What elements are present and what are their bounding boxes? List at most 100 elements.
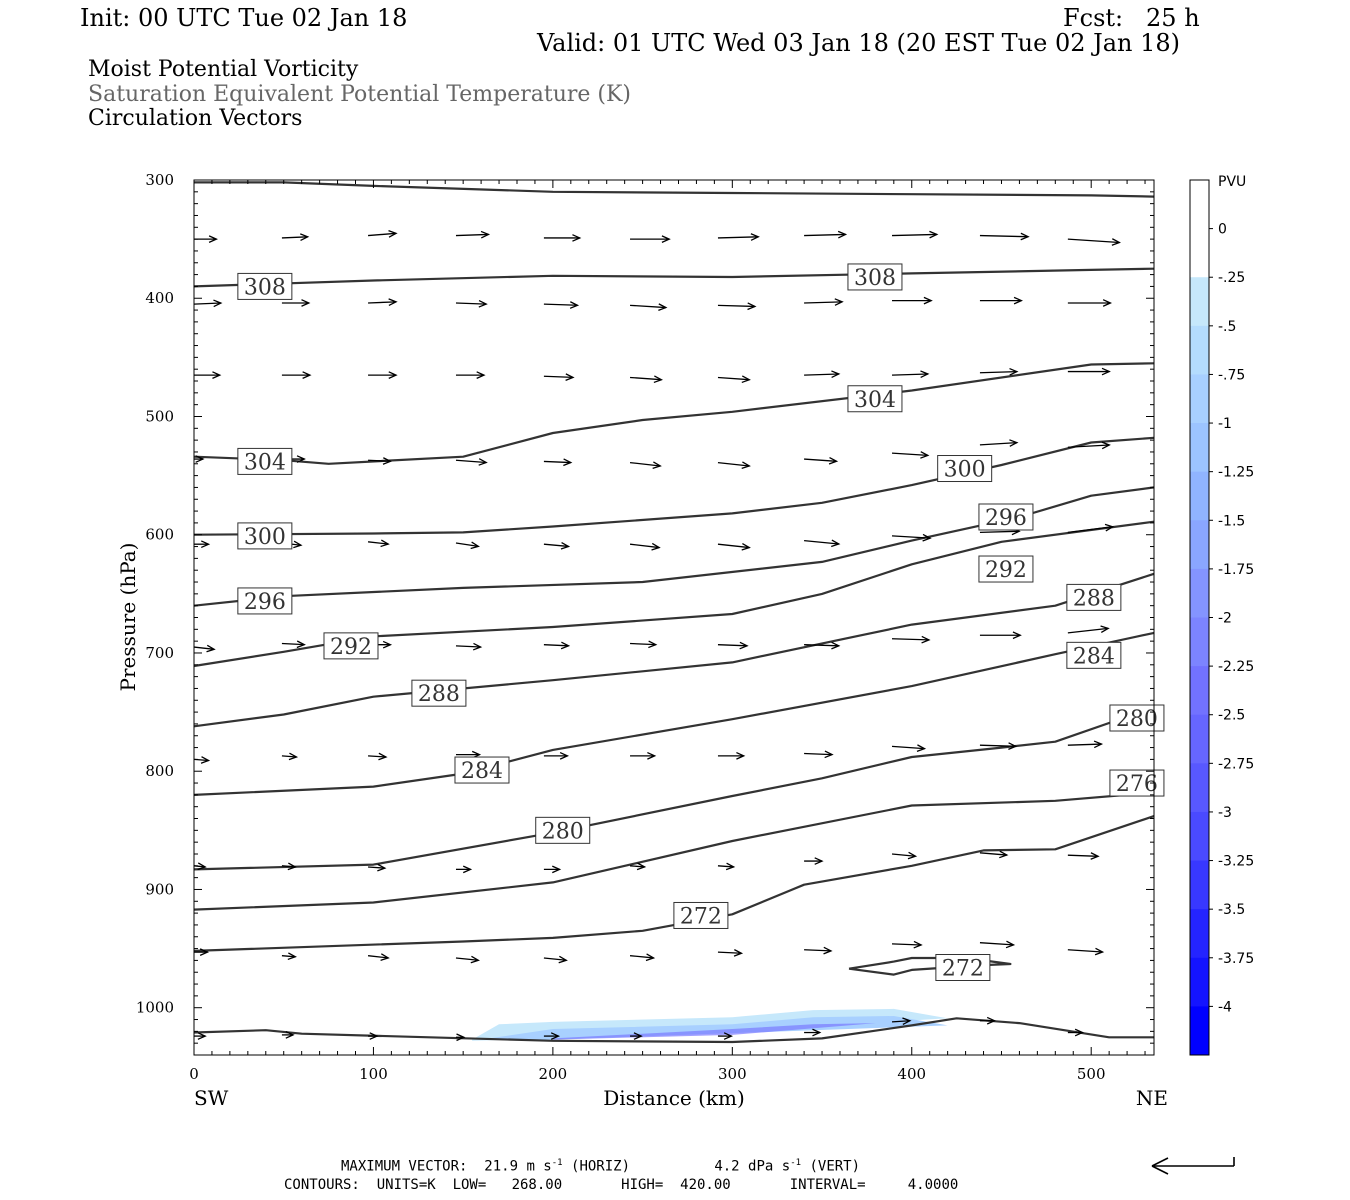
colorbar-label: -3.75	[1218, 951, 1254, 967]
vector-arrow	[1067, 625, 1110, 634]
vector-arrow	[281, 371, 312, 379]
vector-head	[380, 953, 390, 961]
vector-arrow	[455, 371, 486, 379]
vector-head	[1013, 296, 1023, 305]
vector-head	[1100, 625, 1110, 634]
vector-arrow	[1067, 367, 1111, 376]
colorbar-swatch	[1190, 811, 1209, 862]
vector-arrow	[979, 367, 1019, 376]
colorbar-swatch	[1190, 325, 1209, 375]
vector-head	[563, 458, 573, 467]
vector-head	[741, 461, 751, 470]
vector-arrow	[1067, 740, 1104, 749]
vector-shaft	[455, 233, 489, 237]
vector-arrow	[455, 299, 488, 308]
vector-arrow	[193, 644, 216, 653]
reference-vector-icon	[1151, 1157, 1235, 1175]
vector-head	[369, 1032, 379, 1040]
vector-shaft	[1067, 444, 1110, 448]
contour-label: 292	[323, 632, 379, 660]
vector-arrow	[629, 461, 662, 470]
vector-arrow	[717, 375, 751, 384]
colorbar-label: -1.25	[1218, 465, 1254, 481]
contour-line-296	[193, 486, 1155, 607]
vector-arrow	[979, 940, 1016, 949]
vector-shaft	[1067, 526, 1113, 534]
contour-label-box	[847, 385, 903, 413]
contour-label-text: 304	[854, 388, 896, 413]
vector-arrow	[367, 539, 390, 548]
contour-label-text: 292	[330, 635, 372, 660]
vector-shaft	[717, 644, 748, 647]
vector-shaft	[891, 943, 922, 946]
x-axis-right-end: NE	[1136, 1086, 1168, 1110]
vector-shaft	[543, 957, 567, 961]
max-vector-label: MAXIMUM VECTOR:	[341, 1158, 468, 1175]
vector-shaft	[891, 1020, 910, 1023]
vector-head	[569, 301, 580, 309]
vector-shaft	[543, 644, 569, 647]
vector-shaft	[629, 955, 654, 959]
vector-head	[1104, 523, 1115, 532]
init-time: Init: 00 UTC Tue 02 Jan 18	[80, 4, 408, 32]
vector-shaft	[367, 955, 389, 959]
vector-head	[462, 865, 473, 874]
vector-arrow	[455, 642, 483, 651]
vector-head	[380, 539, 390, 548]
y-tick-label: 700	[145, 644, 174, 662]
vector-arrow	[717, 1032, 733, 1040]
vector-shaft	[1067, 627, 1109, 634]
vector-head	[1074, 1028, 1085, 1037]
y-tick-label: 400	[145, 289, 174, 307]
contour-label-text: 304	[244, 450, 286, 475]
vector-arrow	[543, 234, 582, 242]
vector-head	[472, 642, 483, 651]
vector-shaft	[804, 752, 833, 756]
vector-arrow	[717, 641, 749, 650]
vector-arrow	[629, 303, 668, 311]
contour-label-box	[1109, 704, 1165, 732]
vector-head	[814, 857, 824, 865]
vector-arrow	[979, 439, 1019, 447]
colorbar-swatch	[1190, 860, 1209, 910]
vector-head	[558, 955, 568, 964]
vector-shaft	[717, 304, 755, 308]
vector-head	[920, 451, 930, 459]
colorbar-label: -1.75	[1218, 562, 1254, 578]
vector-head	[902, 1017, 912, 1026]
vector-arrow	[979, 296, 1023, 305]
vector-head	[812, 1028, 822, 1037]
contour-label: 288	[411, 679, 467, 707]
vector-shaft	[804, 373, 839, 376]
vector-arrow	[368, 457, 393, 465]
vector-arrow	[891, 851, 918, 860]
colorbar-label: -2.25	[1218, 659, 1254, 675]
vector-arrow	[629, 542, 661, 551]
vector-arrow	[281, 299, 311, 307]
vector-head	[550, 1032, 561, 1040]
vector-head	[923, 296, 933, 305]
colorbar-swatch	[1190, 909, 1209, 959]
contour-line-304	[193, 362, 1155, 465]
contour-label: 276	[1109, 769, 1165, 797]
vector-shaft	[804, 539, 839, 545]
contour-label-text: 296	[244, 590, 286, 615]
colorbar-label: -.75	[1218, 367, 1245, 383]
vector-arrow	[892, 296, 933, 305]
vector-head	[476, 371, 486, 379]
vector-arrow	[717, 862, 736, 871]
contour-label-box	[535, 816, 591, 844]
colorbar-swatch	[1190, 228, 1209, 278]
vector-arrow	[804, 298, 844, 306]
vector-head	[296, 640, 306, 649]
vector-arrow	[281, 640, 306, 649]
contour-line-288	[193, 572, 1155, 728]
colorbar-label: -3.25	[1218, 854, 1254, 870]
contour-label-box	[1066, 641, 1122, 669]
vector-arrow	[367, 953, 390, 961]
vector-head	[824, 750, 834, 759]
vector-shaft	[717, 951, 742, 954]
contour-label-box	[237, 587, 293, 615]
vector-shaft	[543, 375, 574, 379]
contour-label-text: 296	[985, 506, 1027, 531]
